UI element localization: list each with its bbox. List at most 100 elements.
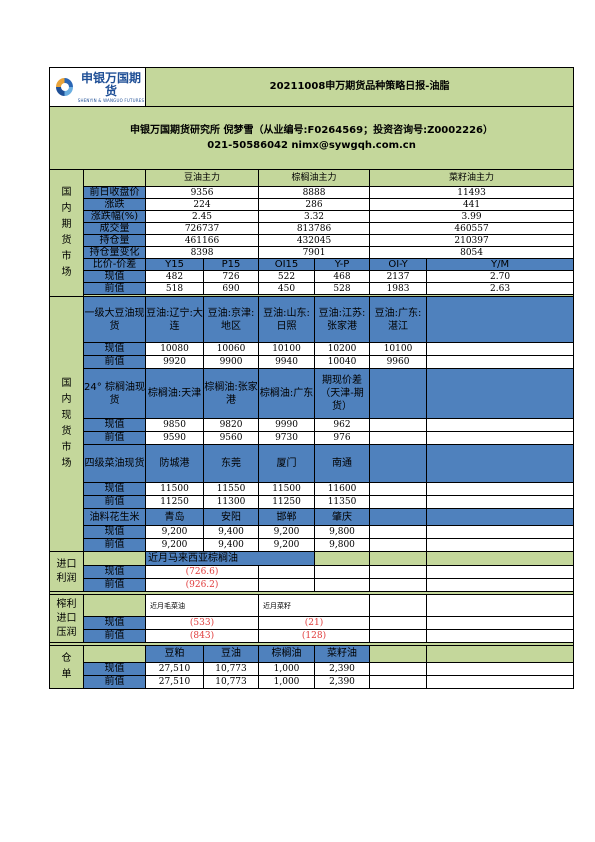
spread-cell: 1983 (369, 282, 428, 295)
spot-cell: 9,200 (145, 525, 205, 539)
blank-cell (314, 565, 371, 579)
spot-cell: 9,800 (314, 525, 371, 539)
spot-cell (426, 538, 575, 552)
futures-cell: 286 (258, 198, 371, 211)
spot-cell: 9900 (203, 355, 260, 369)
blank-cell (426, 629, 575, 643)
report-table: 申银万国期货 SHENYIN & WANGUO FUTURES 20211008… (48, 67, 575, 689)
warehouse-cell: 1,000 (258, 675, 316, 689)
futures-cell: 3.32 (258, 210, 371, 223)
futures-cell: 726737 (145, 222, 260, 235)
logo: 申银万国期货 SHENYIN & WANGUO FUTURES (48, 67, 147, 107)
spot-cell: 976 (314, 431, 371, 445)
futures-row-label: 持仓量 (82, 234, 147, 247)
logo-text-cn: 申银万国期货 (81, 70, 142, 98)
report-sheet: 申银万国期货 SHENYIN & WANGUO FUTURES 20211008… (48, 67, 575, 689)
spot-cell: 11500 (258, 482, 316, 496)
warehouse-corner (82, 645, 147, 663)
rape-spot-col: 东莞 (203, 444, 260, 483)
section-label-warehouse: 仓单 (49, 645, 84, 689)
blank-cell (426, 565, 575, 579)
section-label-crush: 榨利进口压润 (49, 594, 84, 643)
crush-corner (82, 594, 147, 617)
futures-cell: 2.45 (145, 210, 260, 223)
spot-cell (369, 538, 428, 552)
import-corner (82, 551, 147, 566)
section-label-futures: 国内期货市场 (49, 169, 84, 297)
spot-cell (426, 495, 575, 509)
spread-cell: 528 (314, 282, 371, 295)
spot-cell: 962 (314, 418, 371, 432)
futures-cell: 224 (145, 198, 260, 211)
futures-cell: 210397 (369, 234, 575, 247)
blank-cell (369, 578, 428, 592)
futures-cell: 813786 (258, 222, 371, 235)
spread-header-label: 比价-价差 (82, 258, 147, 271)
spot-cell: 9,400 (203, 538, 260, 552)
rape-spot-col: 南通 (314, 444, 371, 483)
spot-row-label: 前值 (82, 431, 147, 445)
spot-row-label: 现值 (82, 418, 147, 432)
spread-col: OI-Y (369, 258, 428, 271)
soy-spot-col: 豆油:广东:湛江 (369, 296, 428, 343)
spot-cell: 11500 (145, 482, 205, 496)
logo-text-en: SHENYIN & WANGUO FUTURES (77, 97, 145, 103)
spot-cell: 9,800 (314, 538, 371, 552)
crush-oil-value: (533) (145, 616, 260, 630)
rape-spot-col (369, 444, 428, 483)
spot-cell: 10080 (145, 342, 205, 356)
spot-cell: 9,200 (258, 525, 316, 539)
spread-col: Y/M (426, 258, 575, 271)
spread-cell: 690 (203, 282, 260, 295)
peanut-spot-col (369, 508, 428, 526)
blank-cell (426, 594, 575, 617)
futures-cell: 11493 (369, 186, 575, 199)
import-row-label: 前值 (82, 578, 147, 592)
spot-cell: 10040 (314, 355, 371, 369)
section-label-spot: 国内现货市场 (49, 296, 84, 552)
rape-spot-col: 厦门 (258, 444, 316, 483)
blank-cell (369, 645, 428, 663)
import-profit-value: (926.2) (145, 578, 260, 592)
peanut-spot-col: 邯郸 (258, 508, 316, 526)
blank-cell (314, 551, 371, 566)
soy-spot-col: 豆油:山东:日照 (258, 296, 316, 343)
spot-cell: 9730 (258, 431, 316, 445)
futures-row-label: 成交量 (82, 222, 147, 235)
blank-cell (426, 616, 575, 630)
spot-cell (369, 482, 428, 496)
spot-cell (369, 495, 428, 509)
spread-row-label: 前值 (82, 282, 147, 295)
warehouse-cell: 2,390 (314, 675, 371, 689)
spot-cell (426, 342, 575, 356)
soy-spot-header: 一级大豆油现货 (82, 296, 147, 343)
futures-row-label: 前日收盘价 (82, 186, 147, 199)
spot-row-label: 前值 (82, 355, 147, 369)
blank-cell (426, 662, 575, 676)
blank-cell (369, 594, 428, 617)
spot-cell: 9990 (258, 418, 316, 432)
rape-spot-col (426, 444, 575, 483)
palm-spot-col (426, 368, 575, 419)
futures-col-palm: 棕榈油主力 (258, 169, 371, 187)
blank-cell (369, 675, 428, 689)
peanut-spot-col: 肇庆 (314, 508, 371, 526)
spot-cell: 9850 (145, 418, 205, 432)
spot-cell: 9560 (203, 431, 260, 445)
spot-cell (369, 431, 428, 445)
spot-cell: 9920 (145, 355, 205, 369)
import-profit-header: 近月马来西亚棕榈油 (145, 551, 316, 566)
blank-cell (426, 645, 575, 663)
futures-cell: 460557 (369, 222, 575, 235)
blank-cell (314, 578, 371, 592)
spot-row-label: 前值 (82, 495, 147, 509)
futures-corner (82, 169, 147, 187)
blank-cell (426, 675, 575, 689)
soy-spot-col (426, 296, 575, 343)
palm-spot-header: 24° 棕榈油现货 (82, 368, 147, 419)
palm-spot-col (369, 368, 428, 419)
crush-row-label: 现值 (82, 616, 147, 630)
futures-cell: 461166 (145, 234, 260, 247)
futures-cell: 3.99 (369, 210, 575, 223)
spot-cell (426, 431, 575, 445)
